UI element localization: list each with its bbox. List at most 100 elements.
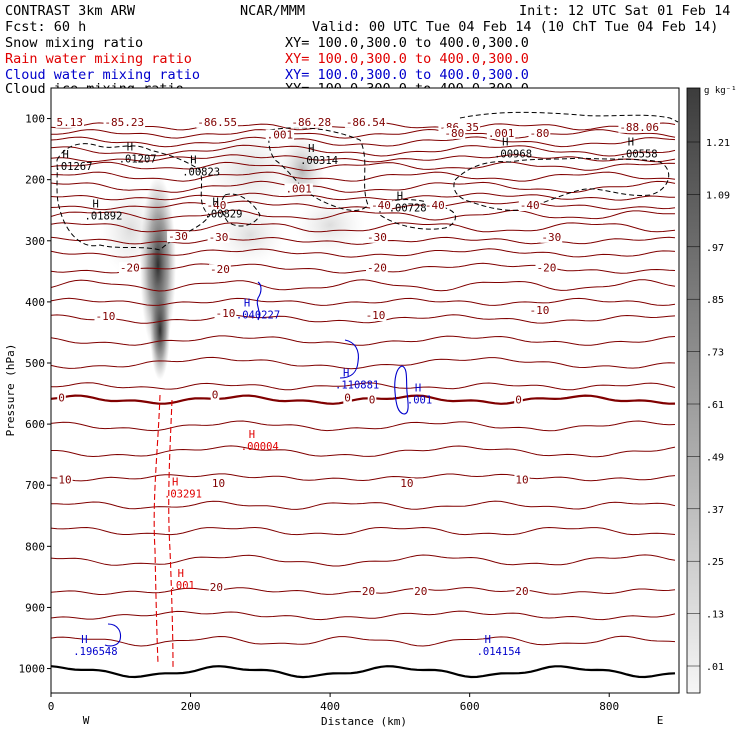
cloud-water-contour-4 [104, 623, 122, 647]
high-marker-value-14: .001 [170, 580, 195, 592]
colorbar-ramp [686, 87, 701, 694]
plot-border [50, 87, 680, 694]
colorbar-label-8: .97 [706, 243, 724, 254]
contour-label-bg-34 [210, 478, 227, 490]
ice-contour-mid [268, 127, 369, 211]
contour-label-bg-40 [514, 586, 530, 598]
contour-label-22: -20 [367, 261, 387, 274]
contour-label-bg-8 [486, 127, 516, 139]
temperature-contour-25 [50, 500, 676, 510]
contour-label-17: -30 [209, 231, 229, 244]
contour-label-15: -40 [520, 199, 540, 212]
temperature-contours [50, 122, 676, 679]
x-tick-label-600: 600 [460, 700, 480, 713]
snow-plume-tail [150, 280, 170, 380]
y-tick-label-1000: 1000 [19, 663, 46, 676]
high-marker-h-15: H [81, 634, 87, 646]
snow-haze-1 [205, 130, 295, 210]
temperature-contour-8 [50, 192, 676, 201]
contour-label-bg-17 [207, 231, 230, 243]
contour-label-bg-9 [528, 127, 551, 139]
high-marker-value-5: .00558 [620, 149, 658, 161]
temperature-contour-19 [50, 356, 676, 370]
temperature-contour-22 [50, 420, 676, 432]
contour-label-bg-4 [344, 116, 387, 128]
contour-label-27: -10 [529, 304, 549, 317]
temperature-contour-1 [50, 128, 676, 139]
contour-label-bg-38 [360, 586, 377, 598]
contour-label-bg-36 [514, 474, 530, 486]
contour-label-bg-35 [399, 478, 415, 490]
rain-line-east [168, 399, 174, 668]
high-marker-h-13: H [172, 476, 178, 488]
header: CONTRAST 3km ARW NCAR/MMM Init: 12 UTC S… [5, 3, 730, 97]
high-marker-value-13: .03291 [164, 488, 202, 500]
colorbar-label-0: .01 [706, 662, 724, 673]
contour-label-31: 0 [369, 393, 376, 406]
field-rain-label: Rain water mixing ratio [5, 51, 192, 67]
contour-label-bg-39 [413, 586, 429, 598]
ice-contour-east-2 [453, 157, 670, 211]
cloud-water-contours [104, 281, 409, 647]
field-cloud-water-label: Cloud water mixing ratio [5, 67, 200, 83]
colorbar-label-6: .73 [706, 348, 724, 359]
contour-label-bg-2 [196, 116, 238, 128]
contour-label-35: 10 [400, 477, 413, 490]
high-marker-value-4: .00968 [494, 149, 532, 161]
contour-label-bg-28 [57, 392, 66, 404]
contour-label-bg-15 [518, 200, 541, 211]
contour-label-bg-24 [94, 311, 117, 323]
y-tick-label-500: 500 [25, 357, 45, 370]
cloud-water-contour-3 [394, 365, 409, 415]
temperature-contour-2 [50, 136, 676, 148]
contour-label-bg-16 [167, 231, 189, 243]
contour-label-24: -10 [95, 310, 115, 323]
temperature-contour-31 [50, 665, 676, 679]
contour-label-bg-37 [208, 581, 224, 593]
snow-haze-2 [215, 205, 285, 265]
ice-contour-west [56, 143, 211, 251]
x-axis-title: Distance (km) [321, 715, 407, 728]
high-marker-value-15: .196548 [73, 646, 117, 658]
high-marker-h-5: H [628, 137, 634, 149]
contour-label-40: 20 [515, 585, 528, 598]
contour-label-bg-27 [528, 305, 551, 317]
contour-label-0: 5.13 [57, 116, 84, 129]
ice-contour-top [459, 111, 679, 123]
contour-label-bg-14 [423, 200, 446, 211]
ice-contour-east-1 [379, 199, 456, 230]
contour-label-bg-0 [55, 116, 84, 128]
contour-label-25: -10 [215, 307, 235, 320]
contour-labels: 5.13 -85.23 -86.55 -86.28 -86.54 -86.35 -88.06… [55, 116, 660, 598]
contour-label-36: 10 [515, 473, 528, 486]
colorbar-label-5: .61 [706, 400, 724, 411]
contour-label-3: -86.28 [291, 116, 331, 129]
contour-label-bg-5 [438, 121, 480, 133]
temperature-contour-10 [50, 209, 675, 221]
field-snow-xy: XY= 100.0,300.0 to 400.0,300.0 [285, 35, 529, 51]
contour-label-2: -86.55 [197, 116, 237, 129]
contour-label-8: .001 [488, 127, 515, 140]
forecast-hour: Fcst: 60 h [5, 19, 86, 35]
contour-label-21: -20 [210, 263, 230, 276]
x-tick-label-800: 800 [599, 700, 619, 713]
contour-label-38: 20 [362, 585, 375, 598]
high-marker-value-7: .00829 [205, 209, 243, 221]
contour-label-bg-32 [514, 394, 523, 406]
contour-label-16: -30 [168, 230, 188, 243]
contour-label-bg-25 [214, 308, 237, 320]
temperature-contour-14 [50, 262, 676, 274]
temperature-contour-9 [50, 200, 676, 211]
y-tick-label-200: 200 [25, 174, 45, 187]
contour-label-4: -86.54 [346, 116, 386, 129]
temperature-contour-18 [50, 335, 676, 346]
contour-label-19: -30 [541, 231, 561, 244]
colorbar-ticks: .01 .13 .25 .37 .49 .61 .73 .85 .97 1.09 1.21 [687, 138, 730, 673]
contour-label-1: -85.23 [104, 116, 144, 129]
colorbar: g kg⁻¹ .01 .13 .25 .37 .49 .61 .73 .85 .97 1.09 1.… [686, 86, 737, 694]
contour-label-32: 0 [515, 393, 522, 406]
temperature-contour-20 [51, 382, 676, 391]
temperature-contour-17 [50, 314, 676, 324]
